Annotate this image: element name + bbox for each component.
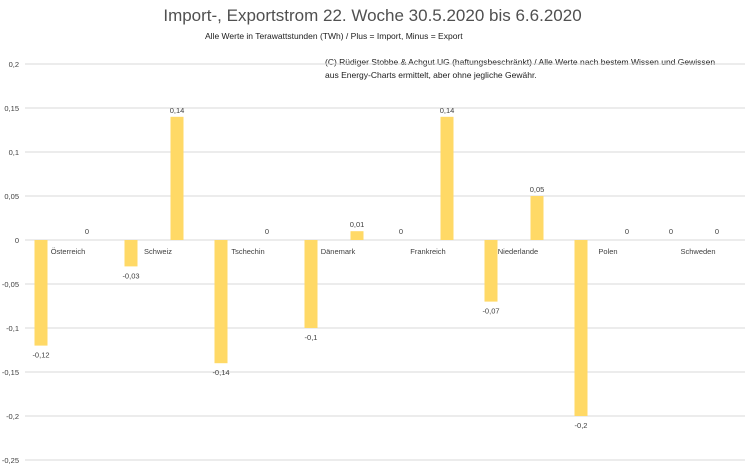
y-tick-label: 0,1 xyxy=(9,148,19,157)
data-label: -0,12 xyxy=(32,351,49,360)
bar xyxy=(440,116,454,240)
bar xyxy=(574,240,588,416)
y-tick-label: 0,05 xyxy=(4,192,19,201)
data-label: -0,2 xyxy=(575,421,588,430)
y-tick-label: 0 xyxy=(15,236,19,245)
data-label: -0,03 xyxy=(122,271,139,280)
y-tick-label: -0,1 xyxy=(6,324,19,333)
data-label: 0 xyxy=(399,227,403,236)
data-label: -0,1 xyxy=(305,333,318,342)
data-label: 0 xyxy=(85,227,89,236)
bar xyxy=(350,231,364,240)
chart-subtitle: Alle Werte in Terawattstunden (TWh) / Pl… xyxy=(205,31,463,41)
data-label: 0 xyxy=(625,227,629,236)
category-label: Österreich xyxy=(51,247,86,256)
category-label: Dänemark xyxy=(321,247,356,256)
data-label: -0,07 xyxy=(482,307,499,316)
category-label: Tschechin xyxy=(231,247,264,256)
category-label: Niederlande xyxy=(498,247,538,256)
data-label: 0,01 xyxy=(350,220,365,229)
bar xyxy=(124,240,138,267)
bar xyxy=(34,240,48,346)
bar xyxy=(170,116,184,240)
category-label: Polen xyxy=(598,247,617,256)
y-tick-label: 0,15 xyxy=(4,104,19,113)
chart-title: Import-, Exportstrom 22. Woche 30.5.2020… xyxy=(163,6,582,25)
copyright-note: (C) Rüdiger Stobbe & Achgut UG (haftungs… xyxy=(325,57,716,80)
y-tick-label: 0,2 xyxy=(9,60,19,69)
y-tick-label: -0,05 xyxy=(2,280,19,289)
y-tick-label: -0,2 xyxy=(6,412,19,421)
data-label: 0 xyxy=(265,227,269,236)
data-label: 0 xyxy=(669,227,673,236)
data-label: 0,14 xyxy=(170,106,185,115)
bar xyxy=(484,240,498,302)
data-label: 0 xyxy=(715,227,719,236)
category-label: Frankreich xyxy=(410,247,445,256)
y-tick-label: -0,15 xyxy=(2,368,19,377)
category-label: Schweden xyxy=(680,247,715,256)
bar xyxy=(214,240,228,364)
y-tick-label: -0,25 xyxy=(2,456,19,465)
bar xyxy=(304,240,318,328)
data-label: 0,05 xyxy=(530,185,545,194)
category-label: Schweiz xyxy=(144,247,172,256)
bar xyxy=(530,196,544,240)
data-label: -0,14 xyxy=(212,368,229,377)
data-label: 0,14 xyxy=(440,106,455,115)
